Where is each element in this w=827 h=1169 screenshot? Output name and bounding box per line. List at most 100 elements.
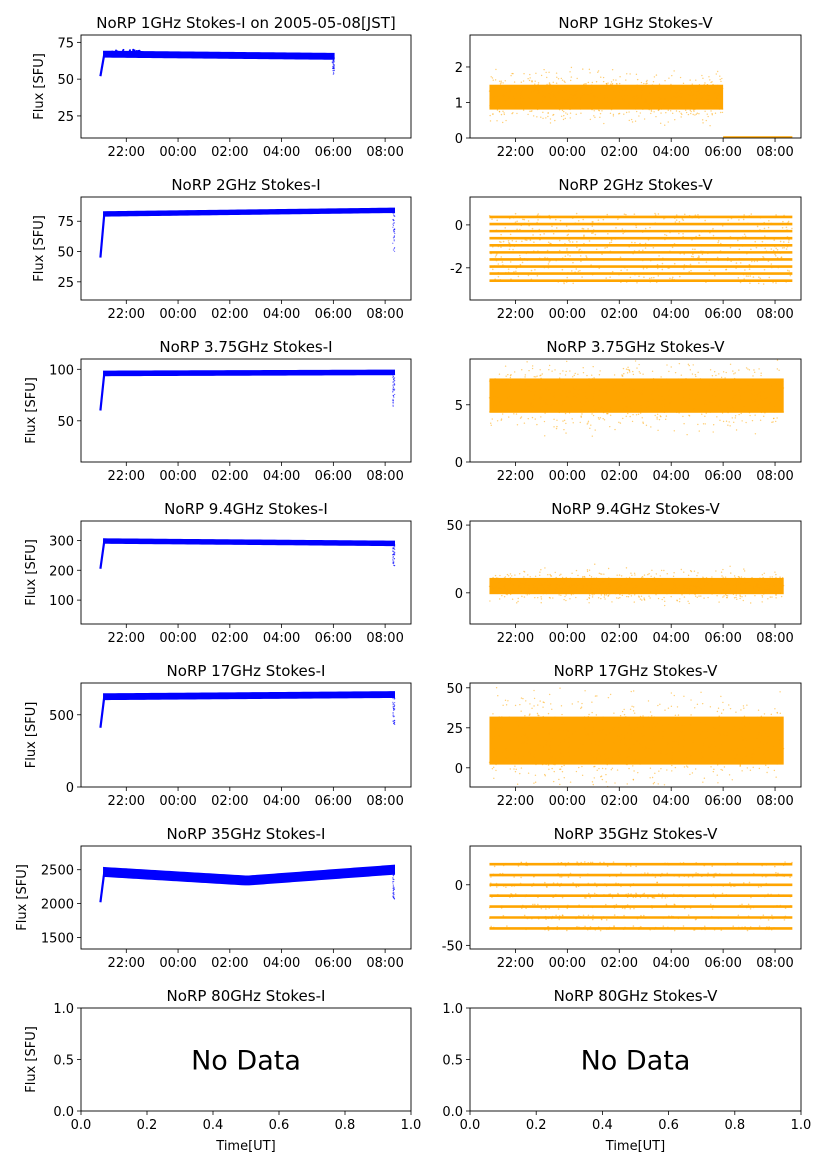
data-point [647,405,649,407]
data-point [593,110,595,112]
data-point [543,381,546,384]
data-point [495,385,498,387]
data-point [683,423,685,425]
data-point [506,573,509,576]
data-point [600,594,603,596]
data-point [762,576,764,579]
data-point [490,95,492,97]
data-point [732,407,734,409]
data-point [626,406,628,408]
data-point [524,751,526,754]
data-point [751,747,753,749]
data-point [531,393,533,395]
data-point [653,276,655,279]
data-point [656,586,659,588]
data-point [517,95,519,97]
data-point [773,411,776,413]
data-point [699,722,702,724]
data-point [765,250,768,253]
data-point [646,82,648,85]
data-point [515,389,517,391]
data-point [590,576,593,578]
data-point [510,379,512,382]
data-point [753,401,756,403]
data-point [751,576,753,579]
data-point [555,87,558,89]
x-tick-label: 06:00 [315,631,352,646]
data-point [547,267,550,269]
data-point [662,741,664,743]
data-point [756,586,758,589]
data-point [740,399,742,402]
data-point [501,728,503,731]
data-point [556,591,559,594]
data-point [713,107,715,109]
data-point [647,401,649,404]
data-point [524,715,526,717]
data-point [694,108,696,111]
data-point [573,755,576,758]
data-point [681,594,683,596]
data-point [707,91,709,94]
data-point [504,581,506,584]
data-point [527,586,530,588]
axes-frame [469,196,802,301]
data-point [504,748,507,750]
data-point [497,245,500,248]
data-point [529,395,531,398]
data-point [624,907,626,910]
data-point [559,585,561,587]
data-point [677,378,680,380]
data-point [499,751,501,754]
data-point [714,274,716,277]
data-point [628,767,630,770]
data-point [720,592,722,594]
data-point [599,370,601,372]
data-point [720,768,722,771]
data-point [588,602,590,604]
data-point [497,695,499,697]
data-point [592,746,595,748]
data-point [530,410,533,412]
data-point [672,915,674,918]
data-point [523,581,526,583]
data-point [657,400,659,403]
data-series [99,48,335,77]
data-point [692,863,694,866]
data-point [531,762,534,765]
data-series [99,864,396,903]
data-point [567,731,569,733]
data-point [518,758,520,761]
data-series [99,369,396,411]
data-point [690,755,692,757]
data-point [545,763,547,766]
data-point [669,231,671,234]
data-point [392,870,394,872]
data-point [581,276,583,278]
data-point [596,756,598,759]
data-point [497,397,499,399]
data-point [560,103,562,105]
data-point [535,376,537,378]
data-point [607,233,609,235]
data-point [519,263,522,266]
data-point [595,585,597,588]
data-point [509,233,512,236]
data-point [533,756,535,759]
data-point [516,228,518,231]
data-point [598,767,600,770]
data-point [572,593,575,595]
data-point [526,864,528,867]
data-point [712,590,714,592]
data-point [745,587,747,589]
data-point [128,49,131,52]
data-point [606,412,608,415]
x-tick-label: 00:00 [159,307,196,322]
data-point [601,85,603,88]
data-point [525,592,527,594]
data-point [754,414,756,416]
data-point [558,109,561,111]
data-point [553,400,555,402]
data-point [576,91,578,94]
